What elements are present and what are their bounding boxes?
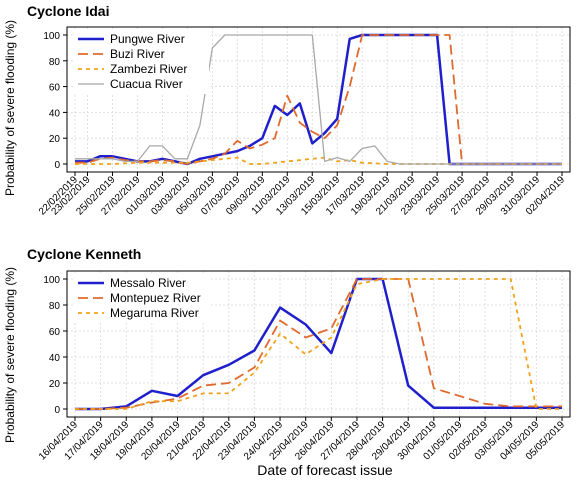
plot-frame (66, 26, 571, 173)
legend-label: Pungwe River (110, 32, 185, 46)
y-axis-label: Probability of severe flooding (%) (3, 267, 17, 443)
legend-background (74, 30, 209, 94)
y-tick-label: 20 (49, 379, 61, 390)
plot-frame (66, 270, 571, 418)
y-axis-label: Probability of severe flooding (%) (3, 20, 17, 196)
legend-label: Zambezi River (110, 62, 187, 76)
y-tick-label: 100 (43, 275, 60, 286)
y-tick-label: 0 (54, 160, 60, 171)
legend-label: Messalo River (110, 276, 186, 290)
legend-label: Cuacua River (110, 77, 183, 91)
chart-title: Cyclone Idai (27, 3, 109, 19)
y-tick-label: 40 (49, 108, 61, 119)
series-line-buzi-river (75, 34, 562, 165)
y-tick-label: 60 (49, 327, 61, 338)
y-tick-label: 100 (43, 31, 60, 42)
chart-title: Cyclone Kenneth (27, 246, 141, 262)
legend-label: Buzi River (110, 47, 165, 61)
series (75, 33, 562, 166)
y-tick-label: 40 (49, 353, 61, 364)
y-tick-label: 60 (49, 83, 61, 94)
legend-label: Montepuez River (110, 291, 201, 305)
y-tick-label: 20 (49, 134, 61, 145)
series-line-zambezi-river (75, 156, 562, 165)
series-line-messalo-river (75, 277, 562, 411)
legend-label: Megaruma River (110, 306, 199, 320)
x-axis-label: Date of forecast issue (257, 462, 393, 478)
y-tick-label: 80 (49, 301, 61, 312)
series-line-cuacua-river (75, 34, 562, 165)
series-line-megaruma-river (75, 278, 562, 410)
y-tick-label: 0 (54, 405, 60, 416)
y-tick-label: 80 (49, 57, 61, 68)
series (75, 277, 562, 411)
